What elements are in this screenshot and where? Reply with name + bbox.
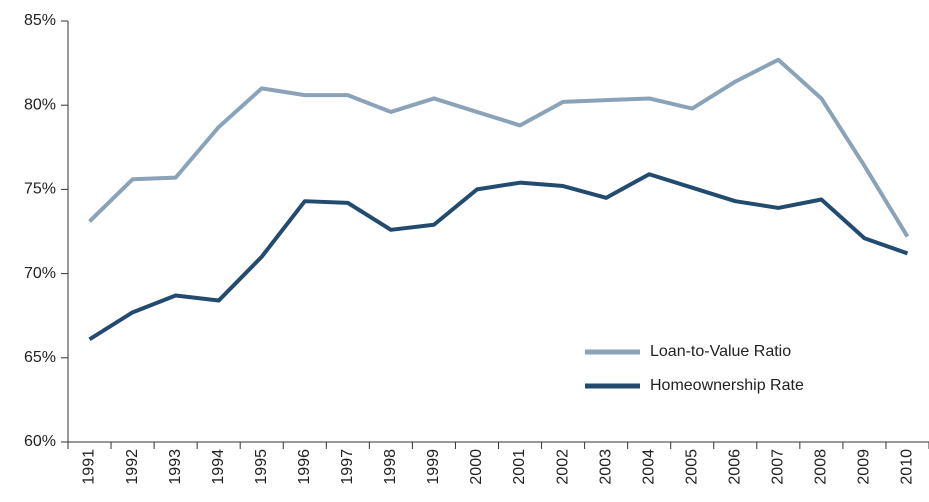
x-tick-label: 2007 xyxy=(770,449,787,485)
y-tick-label: 85% xyxy=(24,12,56,29)
x-tick-label: 1997 xyxy=(339,449,356,485)
x-tick-label: 1999 xyxy=(425,449,442,485)
y-tick-label: 60% xyxy=(24,433,56,450)
legend-label: Loan-to-Value Ratio xyxy=(650,343,791,360)
x-tick-label: 2009 xyxy=(856,449,873,485)
legend-label: Homeownership Rate xyxy=(650,377,804,394)
y-tick-label: 70% xyxy=(24,265,56,282)
y-tick-label: 75% xyxy=(24,181,56,198)
x-tick-label: 1991 xyxy=(81,449,98,485)
series-line xyxy=(88,57,910,238)
x-tick-label: 2002 xyxy=(554,449,571,485)
series-line xyxy=(88,172,909,341)
x-tick-label: 1994 xyxy=(210,449,227,485)
x-tick-label: 2004 xyxy=(640,449,657,485)
x-tick-label: 1992 xyxy=(124,449,141,485)
x-tick-label: 2001 xyxy=(511,449,528,485)
y-tick-label: 80% xyxy=(24,96,56,113)
x-tick-label: 1998 xyxy=(382,449,399,485)
x-tick-label: 1996 xyxy=(296,449,313,485)
x-tick-label: 2000 xyxy=(468,449,485,485)
y-tick-label: 65% xyxy=(24,349,56,366)
x-tick-label: 1993 xyxy=(167,449,184,485)
x-tick-label: 2005 xyxy=(683,449,700,485)
x-tick-label: 2003 xyxy=(597,449,614,485)
x-tick-label: 2010 xyxy=(899,449,916,485)
x-tick-label: 1995 xyxy=(253,449,270,485)
x-tick-label: 2006 xyxy=(726,449,743,485)
x-tick-label: 2008 xyxy=(813,449,830,485)
